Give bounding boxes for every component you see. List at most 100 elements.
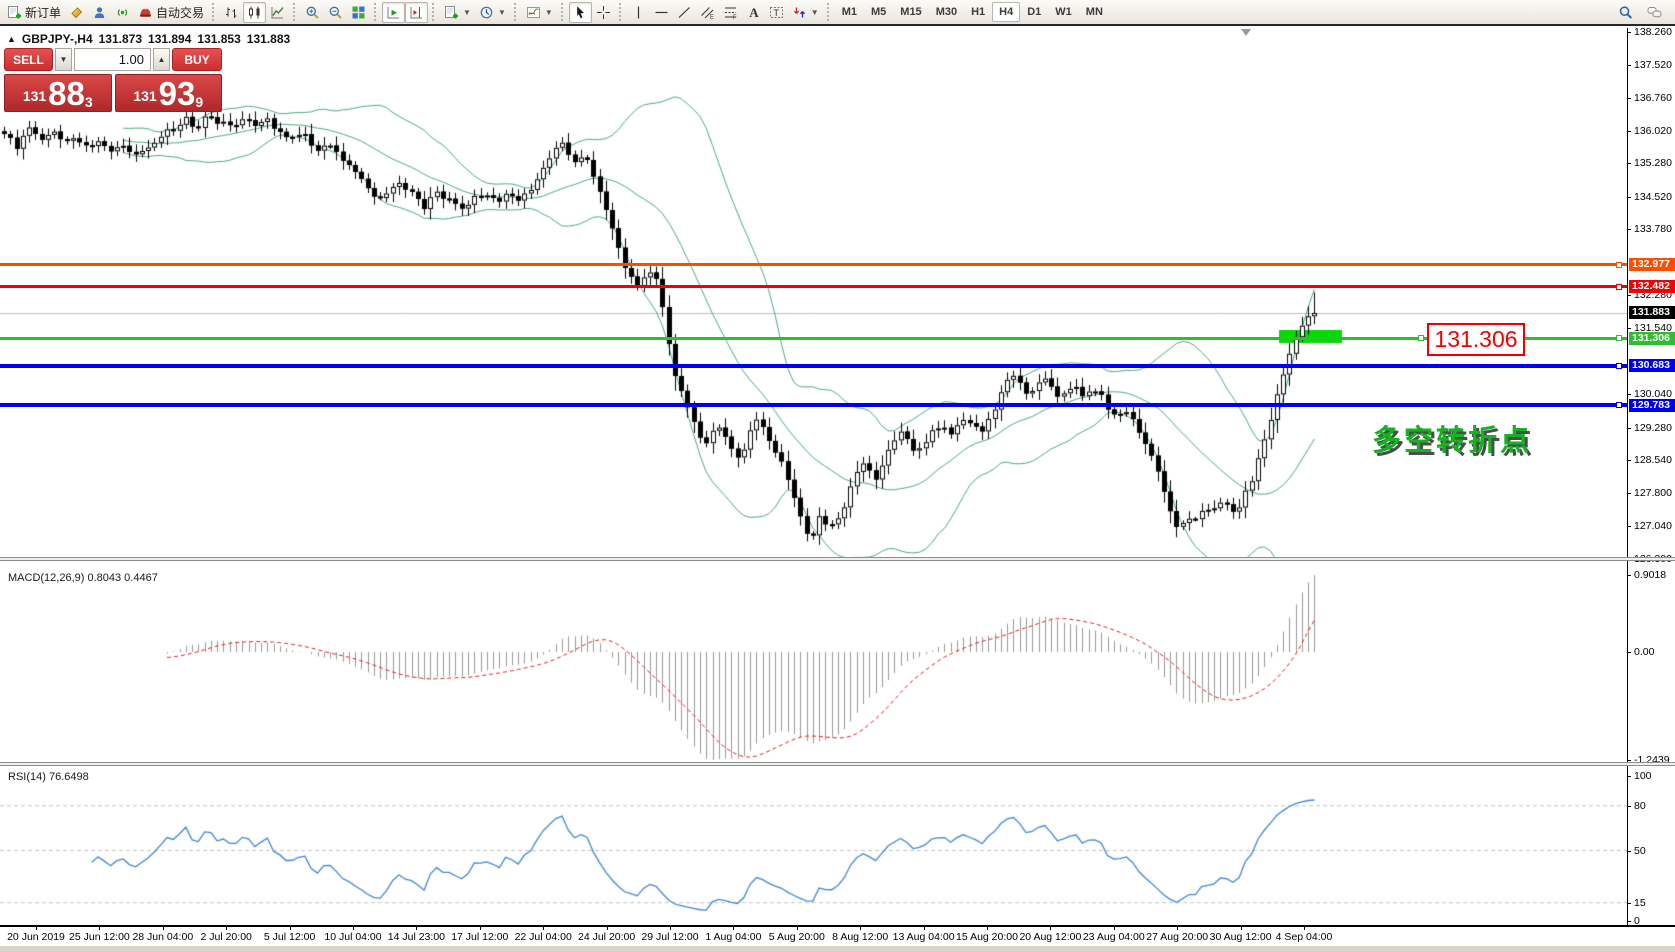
rsi-tick-mark — [1627, 850, 1631, 852]
text-label-button[interactable]: T — [765, 2, 788, 23]
price-callout-anchor[interactable] — [1418, 335, 1424, 341]
market-watch-button[interactable] — [88, 2, 111, 23]
time-axis-label: 17 Jul 12:00 — [451, 931, 509, 943]
chart-shift-button[interactable] — [405, 1, 429, 23]
support-line-1-anchor[interactable] — [1616, 362, 1622, 369]
auto-scroll-button[interactable] — [382, 1, 406, 23]
buy-price-panel[interactable]: 131 93 9 — [114, 74, 222, 112]
text-button[interactable]: A — [742, 2, 765, 23]
price-tick-mark — [1627, 196, 1631, 198]
volume-increase-button[interactable]: ▲ — [153, 48, 170, 71]
tile-windows-button[interactable] — [347, 2, 370, 23]
ohlc-high: 131.894 — [148, 32, 192, 46]
chart-shift-marker[interactable] — [1241, 29, 1251, 36]
timeframe-h4[interactable]: H4 — [992, 2, 1021, 22]
pivot-line-anchor[interactable] — [1616, 335, 1622, 342]
support-line-1[interactable] — [0, 363, 1627, 368]
resistance-line-1[interactable] — [0, 263, 1627, 267]
sell-price-panel[interactable]: 131 88 3 — [4, 74, 112, 112]
search-button[interactable] — [1614, 2, 1637, 23]
buy-price-pip: 9 — [195, 94, 204, 110]
price-tick-label: 130.040 — [1634, 388, 1672, 401]
arrows-button[interactable]: ▼ — [788, 2, 823, 23]
rsi-tick-label: 0 — [1634, 915, 1640, 927]
time-axis-label: 24 Jul 20:00 — [577, 931, 636, 943]
time-axis-label: 20 Aug 12:00 — [1019, 931, 1082, 943]
bar-chart-button[interactable] — [220, 2, 243, 23]
crosshair-button[interactable] — [592, 2, 615, 23]
timeframe-w1[interactable]: W1 — [1048, 2, 1079, 22]
metaeditor-button[interactable] — [65, 2, 88, 23]
time-axis-label: 5 Aug 20:00 — [768, 931, 825, 943]
chart-shift-icon — [409, 5, 424, 20]
timeframe-mn[interactable]: MN — [1079, 2, 1110, 22]
equidistant-channel-button[interactable]: E — [696, 2, 719, 23]
resistance-line-2-price-label: 132.482 — [1629, 280, 1675, 294]
timeframe-h1[interactable]: H1 — [964, 2, 992, 22]
time-axis-label: 2 Jul 20:00 — [200, 931, 252, 943]
time-tick-mark — [543, 925, 545, 930]
sell-button[interactable]: SELL — [4, 48, 53, 71]
zoom-in-button[interactable] — [301, 2, 324, 23]
rsi-pane-separator[interactable] — [0, 762, 1675, 766]
new-chart-button[interactable]: ▼ — [440, 2, 475, 23]
macd-pane-separator[interactable] — [0, 557, 1675, 561]
pivot-line[interactable] — [0, 336, 1627, 340]
support-line-1-price-label: 130.683 — [1629, 359, 1675, 373]
resistance-line-2-anchor[interactable] — [1616, 283, 1622, 290]
price-tick-label: 135.280 — [1634, 157, 1672, 170]
time-axis-line — [0, 925, 1675, 927]
resistance-line-1-anchor[interactable] — [1616, 261, 1622, 268]
profiles-button[interactable]: ▼ — [475, 2, 510, 23]
resistance-line-2[interactable] — [0, 285, 1627, 289]
price-tick-label: 137.520 — [1634, 58, 1672, 71]
price-tick-label: 127.040 — [1634, 520, 1672, 533]
trendline-button[interactable] — [673, 2, 696, 23]
ohlc-close: 131.883 — [246, 32, 291, 46]
support-line-2-anchor[interactable] — [1616, 402, 1622, 409]
fibonacci-button[interactable]: F — [719, 2, 742, 23]
price-callout-label[interactable]: 131.306 — [1427, 323, 1525, 356]
volume-input[interactable] — [74, 48, 151, 71]
price-tick-mark — [1627, 328, 1631, 330]
timeframe-m5-label: M5 — [871, 6, 887, 18]
volume-decrease-button[interactable]: ▼ — [55, 48, 72, 71]
chat-button[interactable] — [1643, 2, 1666, 23]
autotrading-button[interactable]: 自动交易 — [134, 2, 208, 23]
dropdown-arrow-icon: ▼ — [810, 7, 819, 17]
timeframe-h4-label: H4 — [999, 6, 1014, 18]
text-label-icon: T — [769, 5, 784, 20]
toolbar-separator — [826, 3, 831, 21]
toolbar-separator — [374, 3, 378, 21]
price-axis-border — [1627, 28, 1628, 925]
line-chart-button[interactable] — [266, 2, 289, 23]
clock-icon — [479, 5, 494, 20]
timeframe-m15[interactable]: M15 — [893, 2, 928, 22]
timeframe-m5[interactable]: M5 — [864, 2, 893, 22]
bar-chart-icon — [224, 5, 239, 20]
signals-button[interactable] — [111, 2, 134, 23]
time-tick-mark — [416, 925, 418, 930]
indicators-button[interactable]: ▼ — [522, 2, 557, 23]
candlestick-chart-button[interactable] — [243, 1, 267, 23]
timeframe-d1[interactable]: D1 — [1020, 2, 1048, 22]
price-tick-mark — [1627, 130, 1631, 132]
new-order-icon — [7, 5, 22, 20]
timeframe-m1[interactable]: M1 — [835, 2, 864, 22]
cursor-button[interactable] — [568, 1, 592, 23]
buy-button[interactable]: BUY — [172, 48, 222, 71]
zoom-out-button[interactable] — [324, 2, 347, 23]
support-line-2[interactable] — [0, 403, 1627, 408]
vertical-line-button[interactable] — [627, 2, 650, 23]
price-tick-label: 127.800 — [1634, 486, 1672, 499]
horizontal-line-button[interactable] — [650, 2, 673, 23]
trendline-icon — [677, 5, 692, 20]
cursor-icon — [573, 5, 588, 20]
timeframe-mn-label: MN — [1085, 6, 1103, 18]
new-order-button[interactable]: 新订单 — [3, 2, 65, 23]
turning-point-annotation[interactable]: 多空转折点 — [1372, 425, 1533, 457]
price-tick-mark — [1627, 229, 1631, 231]
timeframe-m30[interactable]: M30 — [929, 2, 964, 22]
